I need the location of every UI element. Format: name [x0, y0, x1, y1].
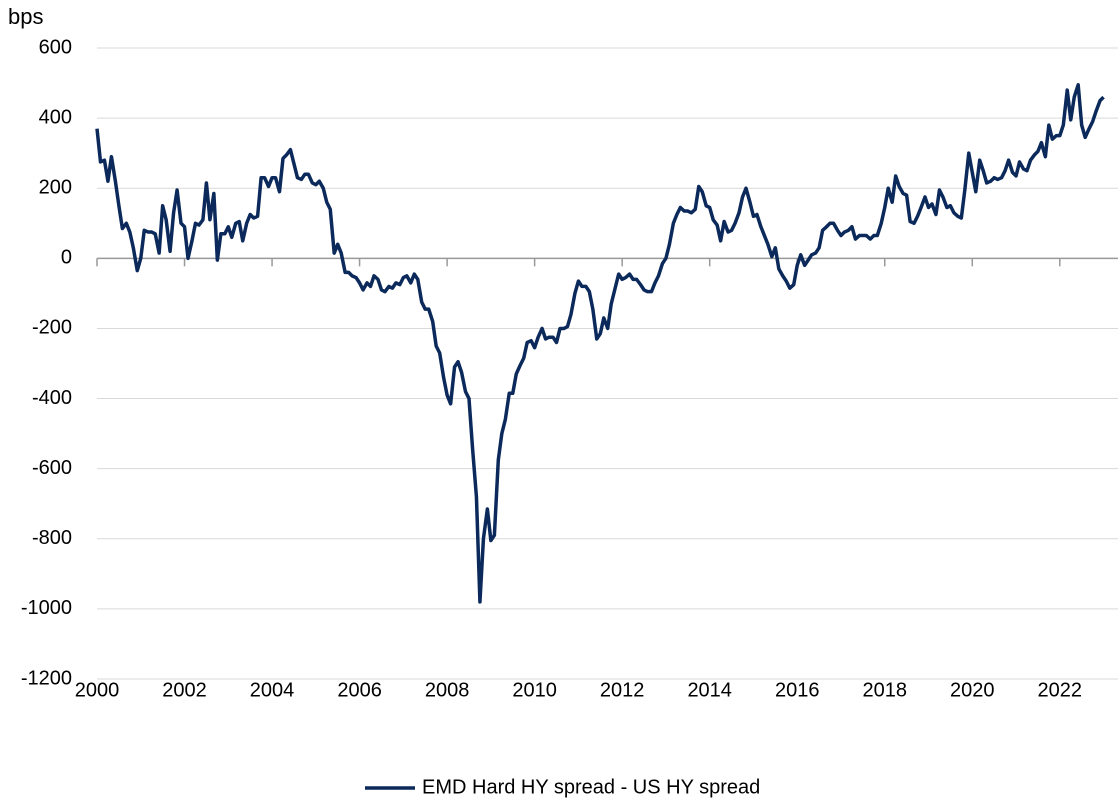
x-tick-label: 2014 [687, 679, 732, 701]
x-tick-label: 2020 [950, 679, 995, 701]
y-tick-label: 600 [39, 36, 72, 58]
x-tick-label: 2010 [512, 679, 557, 701]
y-tick-label: -1200 [21, 667, 72, 689]
y-tick-label: -600 [32, 457, 72, 479]
x-tick-label: 2004 [250, 679, 295, 701]
line [95, 83, 1105, 604]
y-tick-label: -200 [32, 317, 72, 339]
y-tick-label: 400 [39, 106, 72, 128]
y-tick-label: 200 [39, 177, 72, 199]
x-tick-label: 2000 [75, 679, 120, 701]
y-tick-label: -1000 [21, 597, 72, 619]
y-axis-label: bps [8, 4, 43, 29]
x-tick-label: 2006 [337, 679, 382, 701]
x-tick-label: 2016 [775, 679, 820, 701]
x-tick-label: 2012 [600, 679, 645, 701]
y-tick-label: 0 [61, 247, 72, 269]
y-tick-label: -400 [32, 387, 72, 409]
x-tick-label: 2022 [1038, 679, 1083, 701]
y-tick-label: -800 [32, 527, 72, 549]
legend-label: EMD Hard HY spread - US HY spread [422, 776, 760, 798]
x-tick-label: 2018 [862, 679, 907, 701]
x-tick-label: 2008 [425, 679, 470, 701]
x-tick-label: 2002 [162, 679, 207, 701]
